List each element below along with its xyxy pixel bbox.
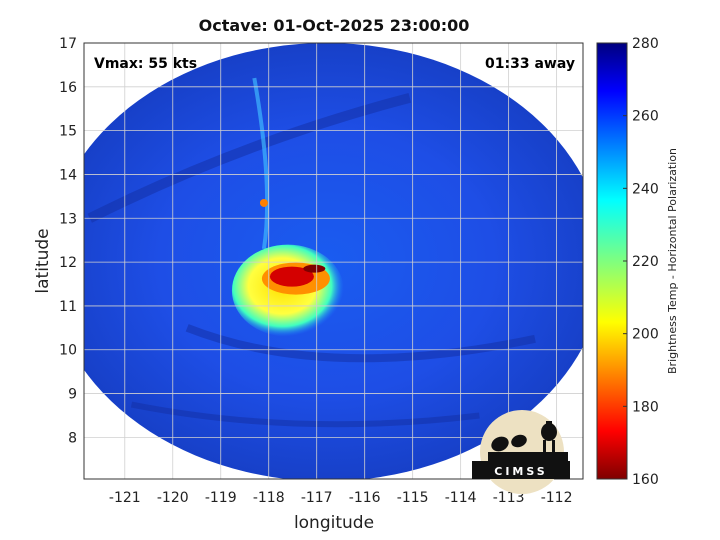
x-axis-label: longitude [294,513,374,533]
colorbar-tick-label: 240 [632,181,659,197]
x-tick-label: -119 [205,490,237,506]
x-tick-label: -118 [253,490,285,506]
y-tick-label: 14 [59,167,77,183]
logo-tower-leg-right [552,440,555,462]
colorbar-tick-label: 160 [632,472,659,488]
colorbar-tick-label: 180 [632,399,659,415]
y-tick-label: 16 [59,80,77,96]
logo-tower-roof [546,421,552,425]
spiral-band [130,401,480,428]
storm-core-darkest [303,264,326,273]
colorbar-label: Brightness Temp - Horizontal Polarizatio… [666,148,679,374]
colorbar-tick-label: 200 [632,327,659,343]
cimss-logo: CIMSS [472,410,570,494]
logo-water-tank [541,423,557,441]
y-axis-label: latitude [33,228,53,293]
colorbar-tick-label: 220 [632,254,659,270]
logo-building [488,452,568,462]
feeder-band [252,77,270,250]
colorbar-tick-label: 260 [632,109,659,125]
x-tick-label: -115 [397,490,429,506]
y-tick-label: 11 [59,299,77,315]
axes-frame [83,42,584,480]
logo-dish-2 [511,434,527,448]
time-away-annotation: 01:33 away [485,56,575,72]
x-tick-label: -112 [541,490,573,506]
storm-core-red [269,266,314,287]
x-tick-label: -113 [493,490,525,506]
vmax-annotation: Vmax: 55 kts [94,56,197,72]
spiral-band [87,92,412,223]
colorbar [596,42,628,480]
x-tick-label: -116 [349,490,381,506]
x-tick-labels: -121 -120 -119 -118 -117 -116 -115 -114 -113 -112 [109,490,573,506]
y-tick-label: 8 [68,430,77,446]
y-tick-label: 13 [59,211,77,227]
y-tick-labels: 8 9 10 11 12 13 14 15 16 17 [59,36,77,446]
x-tick-label: -117 [301,490,333,506]
x-tick-label: -114 [445,490,477,506]
y-tick-label: 9 [68,387,77,403]
colorbar-tick-label: 280 [632,36,659,52]
y-tick-label: 15 [59,124,77,140]
swath-layer [84,43,583,479]
y-tick-label: 17 [59,36,77,52]
logo-tower-leg-left [543,440,546,462]
spiral-band [185,324,536,363]
swath-disc [84,43,583,479]
logo-base [472,461,570,479]
y-tick-label: 12 [59,255,77,271]
x-tick-label: -120 [157,490,189,506]
y-tick-label: 10 [59,343,77,359]
colorbar-ticks: 160 180 200 220 240 260 280 [623,36,659,488]
chart-title: Octave: 01-Oct-2025 23:00:00 [199,16,470,35]
convective-spot [259,198,268,207]
logo-text: CIMSS [494,465,547,478]
x-tick-label: -121 [109,490,141,506]
logo-dish-1 [491,436,509,452]
grid-lines [84,43,583,479]
